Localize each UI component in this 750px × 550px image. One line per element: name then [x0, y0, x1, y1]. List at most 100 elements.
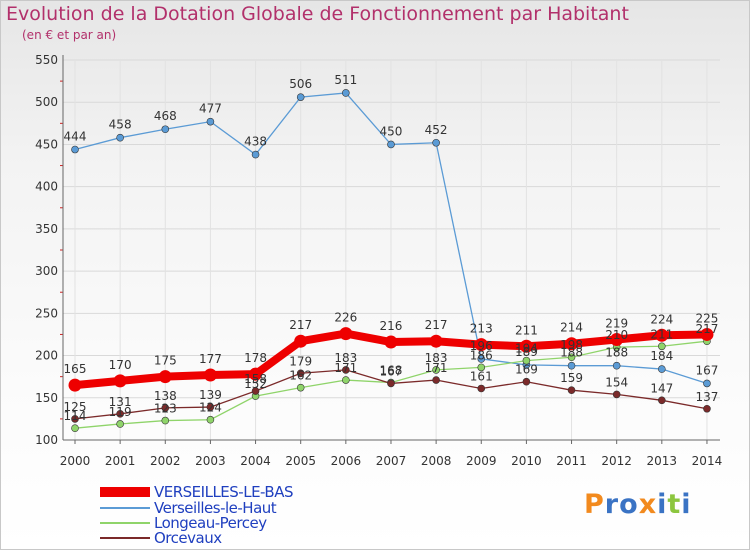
data-point [251, 150, 260, 159]
data-label: 183 [425, 351, 448, 365]
data-label: 198 [560, 338, 583, 352]
y-tick-labels: 100 150 200 250 300 350 400 450 500 550 [35, 53, 58, 447]
data-label: 511 [334, 73, 357, 87]
legend-item-verseilles-le-haut: Verseilles-le-Haut [100, 499, 360, 517]
data-point [612, 361, 621, 370]
data-label: 468 [154, 109, 177, 123]
data-point [339, 327, 353, 341]
data-label: 167 [380, 364, 403, 378]
x-tick-labels: 2000 2001 2002 2003 2004 2005 2006 2007 2008 2009… [60, 454, 723, 468]
axes [60, 55, 720, 444]
data-label: 184 [650, 349, 673, 363]
legend-swatch-longeau-percey [100, 522, 150, 524]
x-tick-label: 2005 [285, 454, 316, 468]
data-label: 213 [470, 322, 493, 336]
data-point [567, 361, 576, 370]
x-tick-label: 2008 [421, 454, 452, 468]
x-tick-label: 2007 [376, 454, 407, 468]
data-label: 186 [470, 348, 493, 362]
data-label: 154 [605, 375, 628, 389]
data-label: 119 [109, 405, 132, 419]
data-point [206, 403, 215, 411]
data-label: 211 [515, 323, 538, 337]
data-point [296, 93, 305, 101]
logo-letter: x [638, 489, 658, 520]
logo-letter: r [604, 489, 620, 520]
legend-swatch-orcevaux [100, 537, 150, 539]
data-point [703, 379, 711, 388]
data-point [387, 140, 395, 149]
x-tick-label: 2013 [647, 454, 678, 468]
data-label: 217 [289, 318, 312, 332]
legend-item-verseilles-le-bas: VERSEILLES-LE-BAS [100, 483, 360, 501]
y-tick-label: 450 [35, 137, 58, 151]
data-label: 444 [64, 130, 87, 144]
data-point [68, 378, 82, 392]
data-point [296, 369, 305, 378]
data-point [655, 328, 669, 342]
x-tick-label: 2006 [331, 454, 362, 468]
data-label: 450 [380, 124, 403, 138]
data-label: 152 [244, 377, 267, 391]
logo-letter: P [584, 489, 605, 520]
y-tick-label: 250 [35, 306, 58, 320]
data-label: 458 [109, 118, 132, 132]
data-label: 214 [560, 321, 583, 335]
data-point [658, 365, 666, 373]
x-tick-label: 2010 [511, 454, 542, 468]
data-label: 171 [334, 361, 357, 375]
data-label: 178 [244, 351, 267, 365]
data-label: 165 [64, 362, 87, 376]
x-tick-label: 2000 [60, 454, 91, 468]
data-point [203, 368, 217, 382]
x-tick-label: 2014 [692, 454, 723, 468]
y-tick-label: 200 [35, 349, 58, 363]
data-label: 226 [334, 311, 357, 325]
y-tick-label: 400 [35, 180, 58, 194]
data-label: 125 [64, 400, 87, 414]
y-tick-label: 500 [35, 95, 58, 109]
x-tick-label: 2001 [105, 454, 136, 468]
data-label: 139 [199, 388, 222, 402]
data-point [387, 379, 395, 388]
data-point [432, 138, 440, 147]
data-point [71, 145, 79, 154]
logo-letter: i [681, 489, 692, 520]
legend-swatch-verseilles-le-haut [100, 507, 150, 509]
data-label: 175 [154, 354, 177, 368]
x-tick-label: 2012 [601, 454, 632, 468]
data-point [71, 424, 79, 432]
data-point [206, 117, 215, 126]
chart-title: Evolution de la Dotation Globale de Fonc… [6, 3, 629, 25]
data-label: 170 [109, 358, 132, 372]
data-point [384, 335, 398, 349]
x-tick-label: 2002 [150, 454, 181, 468]
data-label: 224 [650, 312, 673, 326]
series-layer [68, 89, 714, 432]
data-point [116, 133, 124, 142]
chart-subtitle: (en € et par an) [22, 28, 117, 42]
data-label: 452 [425, 123, 448, 137]
y-tick-label: 150 [35, 391, 58, 405]
data-label: 194 [515, 342, 538, 356]
data-point [161, 125, 170, 134]
data-label: 188 [560, 346, 583, 360]
data-label: 211 [650, 327, 673, 341]
legend-label: Verseilles-le-Haut [154, 499, 277, 517]
x-tick-label: 2004 [240, 454, 271, 468]
data-point [658, 396, 666, 405]
y-tick-label: 550 [35, 53, 58, 67]
data-label: 177 [199, 352, 222, 366]
logo-letter: t [667, 489, 682, 520]
data-point [522, 377, 531, 386]
data-point [161, 404, 170, 412]
y-tick-label: 300 [35, 264, 58, 278]
data-label: 196 [470, 339, 493, 353]
data-label: 210 [605, 328, 628, 342]
data-label: 137 [696, 390, 719, 404]
data-point [342, 376, 350, 384]
data-point [158, 370, 172, 384]
data-label: 506 [289, 77, 312, 91]
data-label: 158 [244, 372, 267, 386]
data-label: 477 [199, 102, 222, 116]
